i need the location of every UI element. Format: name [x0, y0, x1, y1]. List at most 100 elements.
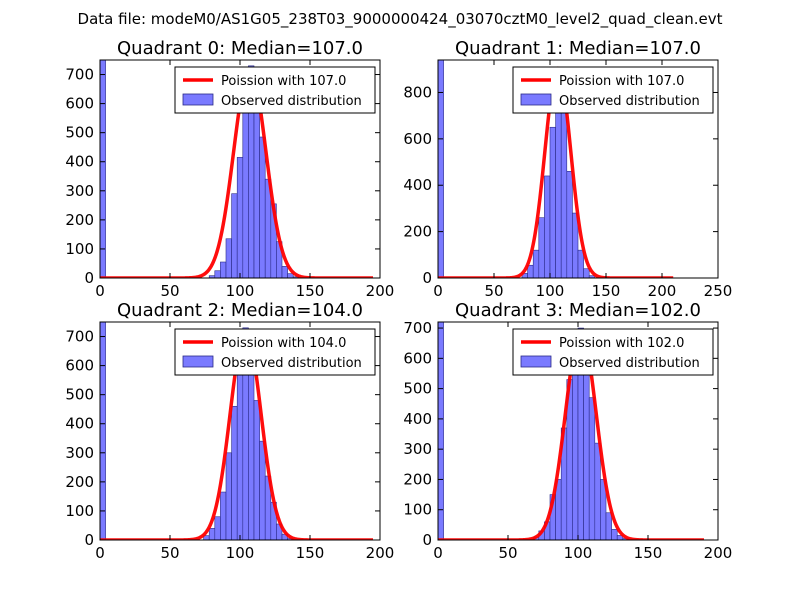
- zero-bin-bar: [438, 60, 444, 278]
- histogram-bar: [242, 109, 249, 278]
- histogram-bar: [225, 238, 232, 278]
- x-tick-label: 150: [296, 282, 325, 300]
- histogram-bar: [225, 452, 232, 540]
- x-tick-label: 200: [704, 544, 733, 562]
- y-tick-label: 800: [403, 83, 432, 101]
- y-tick-label: 300: [65, 182, 94, 200]
- x-tick-label: 0: [433, 544, 443, 562]
- histogram-bar: [214, 516, 221, 540]
- y-tick-label: 200: [65, 473, 94, 491]
- poisson-fit-line: [100, 66, 375, 278]
- y-tick-label: 200: [65, 211, 94, 229]
- histogram-bar: [236, 157, 244, 278]
- x-tick-label: 100: [226, 544, 255, 562]
- legend-label-observed: Observed distribution: [559, 356, 700, 371]
- y-tick-label: 0: [422, 269, 432, 287]
- y-tick-label: 700: [403, 319, 432, 337]
- histogram-bar: [572, 351, 579, 540]
- x-tick-label: 100: [226, 282, 255, 300]
- x-tick-label: 150: [592, 282, 621, 300]
- histogram-bar: [600, 479, 607, 540]
- quadrant-1-title: Quadrant 1: Median=107.0: [455, 38, 701, 59]
- y-tick-label: 400: [65, 153, 94, 171]
- legend: Poission with 102.0 Observed distribution: [512, 328, 714, 376]
- x-tick-label: 0: [433, 282, 443, 300]
- legend-bar-swatch: [182, 355, 214, 368]
- y-tick-label: 100: [403, 501, 432, 519]
- histogram-bar: [572, 212, 579, 278]
- x-tick-label: 50: [160, 282, 179, 300]
- histogram-bar: [560, 110, 568, 278]
- quadrant-0-plot-area: [100, 60, 375, 278]
- y-tick-label: 300: [65, 444, 94, 462]
- x-tick-label: 50: [498, 544, 517, 562]
- histogram-bar: [214, 270, 221, 278]
- histogram-bar: [611, 529, 618, 540]
- legend-label-fit: Poission with 107.0: [559, 74, 684, 89]
- x-tick-label: 150: [634, 544, 663, 562]
- histogram-bar: [583, 268, 590, 278]
- y-tick-label: 0: [84, 531, 94, 549]
- quadrant-0-panel: Quadrant 0: Median=107.0 0 50 100 150 200 0 100…: [65, 38, 394, 300]
- zero-bin-bar: [100, 322, 106, 540]
- zero-bin-bar: [438, 322, 444, 540]
- histogram-bar: [259, 136, 266, 278]
- x-tick-label: 200: [648, 282, 677, 300]
- y-tick-label: 400: [65, 415, 94, 433]
- histogram-bar: [253, 400, 260, 540]
- x-tick-label: 200: [366, 544, 395, 562]
- y-tick-label: 700: [65, 66, 94, 84]
- y-tick-label: 600: [65, 95, 94, 113]
- histogram-bar: [248, 368, 255, 540]
- x-tick-label: 50: [484, 282, 503, 300]
- histogram-bar: [532, 249, 540, 278]
- legend-label-observed: Observed distribution: [221, 356, 362, 371]
- x-tick-label: 250: [704, 282, 733, 300]
- y-tick-label: 500: [65, 124, 94, 142]
- panels: Quadrant 0: Median=107.0 0 50 100 150 200 0 100…: [65, 38, 732, 562]
- quadrant-2-title: Quadrant 2: Median=104.0: [117, 300, 363, 321]
- y-tick-label: 600: [403, 349, 432, 367]
- quadrant-3-title: Quadrant 3: Median=102.0: [455, 300, 701, 321]
- y-tick-label: 600: [403, 130, 432, 148]
- histogram-bar: [208, 528, 216, 540]
- y-tick-label: 0: [84, 269, 94, 287]
- y-tick-label: 100: [65, 502, 94, 520]
- histogram-bar: [236, 368, 244, 540]
- y-tick-label: 500: [403, 380, 432, 398]
- quadrant-1-panel: Quadrant 1: Median=107.0 0 50 100 150 200 250 0…: [403, 38, 732, 300]
- axes-frame: [437, 59, 719, 279]
- histogram-bar: [588, 397, 596, 540]
- legend-bar-swatch: [520, 355, 552, 368]
- y-tick-label: 200: [403, 223, 432, 241]
- histogram-bar: [231, 405, 238, 540]
- x-tick-label: 50: [160, 544, 179, 562]
- y-tick-label: 300: [403, 440, 432, 458]
- histogram-bar: [549, 126, 556, 278]
- legend: Poission with 107.0 Observed distribution: [512, 66, 714, 114]
- histogram-bar: [544, 175, 551, 278]
- y-tick-label: 700: [65, 328, 94, 346]
- histogram-bar: [577, 249, 584, 278]
- legend-bar-swatch: [182, 93, 214, 106]
- legend-label-fit: Poission with 107.0: [221, 74, 346, 89]
- histogram-bar: [594, 442, 601, 540]
- histogram-bar: [605, 512, 612, 540]
- x-tick-label: 200: [366, 282, 395, 300]
- y-tick-label: 400: [403, 410, 432, 428]
- legend: Poission with 107.0 Observed distribution: [174, 66, 376, 114]
- histogram-bar: [281, 266, 288, 278]
- legend-label-fit: Poission with 104.0: [221, 336, 346, 351]
- quadrant-3-panel: Quadrant 3: Median=102.0 0 50 100 150 200 0 100…: [403, 300, 732, 562]
- histogram-bar: [259, 440, 266, 540]
- legend-label-fit: Poission with 102.0: [559, 336, 684, 351]
- legend: Poission with 104.0 Observed distribution: [174, 328, 376, 376]
- y-tick-label: 100: [65, 240, 94, 258]
- histogram-bar: [231, 193, 238, 278]
- y-tick-label: 0: [422, 531, 432, 549]
- histogram-bar: [220, 491, 227, 540]
- histogram-bar: [538, 217, 545, 278]
- x-tick-label: 100: [536, 282, 565, 300]
- quadrant-0-title: Quadrant 0: Median=107.0: [117, 38, 363, 59]
